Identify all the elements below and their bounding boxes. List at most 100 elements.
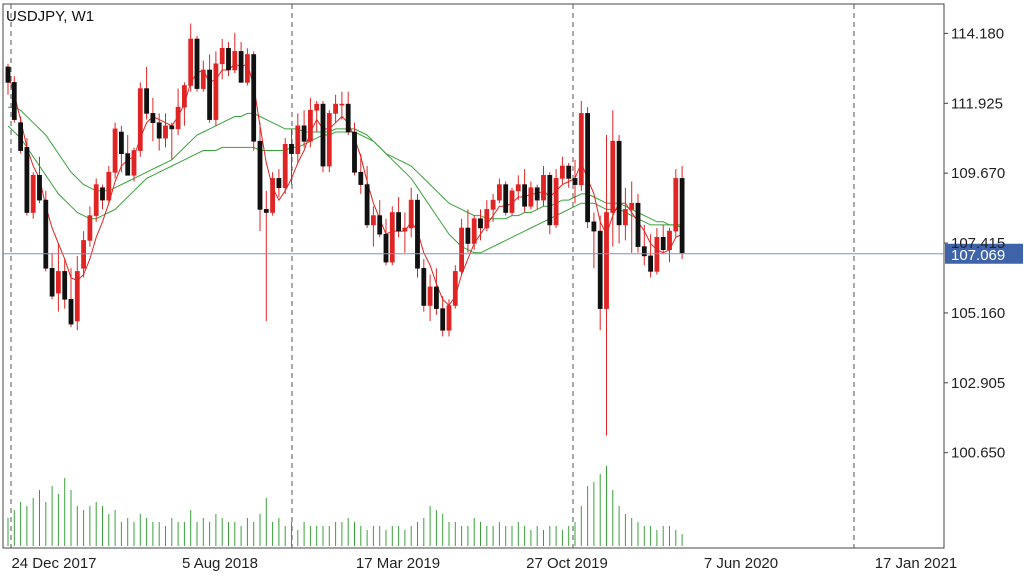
candle-body-up bbox=[673, 178, 679, 232]
candle-body-down bbox=[194, 38, 200, 89]
candle bbox=[629, 181, 635, 253]
candle-body-up bbox=[629, 202, 635, 210]
current-price-layer: 107.069 bbox=[3, 243, 1023, 264]
candle bbox=[679, 166, 685, 259]
candle bbox=[100, 184, 105, 210]
candle bbox=[402, 212, 408, 253]
candle bbox=[597, 215, 603, 331]
candle bbox=[55, 243, 61, 312]
candle bbox=[496, 178, 502, 204]
candle bbox=[383, 218, 389, 266]
candle-body-up bbox=[370, 215, 376, 226]
candle-body-up bbox=[553, 178, 559, 226]
candle-body-down bbox=[591, 221, 597, 232]
candle-body-up bbox=[427, 286, 433, 306]
moving-average-slow-2 bbox=[7, 125, 683, 254]
candle-body-down bbox=[421, 267, 427, 306]
candle bbox=[547, 172, 553, 235]
candle-body-down bbox=[169, 125, 175, 130]
candle bbox=[207, 54, 212, 123]
candle bbox=[175, 88, 181, 136]
candle bbox=[572, 159, 578, 204]
candle bbox=[389, 206, 395, 266]
candle bbox=[484, 200, 490, 232]
time-tick-label: 27 Oct 2019 bbox=[526, 555, 608, 572]
candle-body-up bbox=[295, 125, 301, 155]
candle bbox=[578, 100, 584, 191]
price-axis[interactable]: 114.180 111.925 109.670 107.415 105.160 102.9… bbox=[944, 25, 1005, 462]
candle-body-up bbox=[112, 128, 118, 173]
candle-body-down bbox=[635, 202, 641, 247]
candle bbox=[150, 97, 156, 142]
candle bbox=[30, 172, 36, 219]
candle bbox=[307, 97, 313, 148]
candle bbox=[471, 215, 477, 250]
candle bbox=[5, 63, 11, 95]
candle-body-down bbox=[62, 271, 68, 300]
candle bbox=[333, 94, 338, 123]
candle-body-up bbox=[654, 237, 660, 272]
candle-body-up bbox=[578, 113, 584, 186]
candle bbox=[24, 138, 30, 216]
candle-body-down bbox=[49, 267, 55, 297]
candle-body-down bbox=[100, 187, 105, 201]
candle bbox=[421, 259, 427, 312]
candle-body-down bbox=[383, 233, 389, 263]
time-axis[interactable]: 24 Dec 2017 5 Aug 2018 17 Mar 2019 27 Oct 2… bbox=[11, 555, 957, 572]
candle bbox=[276, 169, 282, 198]
candle-body-down bbox=[320, 103, 326, 167]
candle bbox=[119, 125, 124, 173]
time-tick-label: 5 Aug 2018 bbox=[182, 555, 258, 572]
candle-body-up bbox=[245, 54, 250, 83]
candle bbox=[616, 135, 622, 244]
candle bbox=[62, 259, 68, 309]
candle-body-down bbox=[641, 246, 647, 257]
candle bbox=[289, 128, 294, 185]
candle-body-down bbox=[566, 165, 572, 179]
candle bbox=[326, 110, 332, 173]
candle-body-down bbox=[465, 227, 471, 244]
candle-body-down bbox=[226, 47, 231, 71]
candle-body-up bbox=[515, 184, 521, 192]
candle-body-down bbox=[276, 178, 282, 188]
candle bbox=[314, 100, 320, 132]
candle-body-down bbox=[207, 69, 212, 120]
candle bbox=[635, 193, 641, 253]
candle-body-down bbox=[11, 82, 17, 120]
candle-body-up bbox=[270, 178, 275, 213]
candle-body-up bbox=[326, 113, 332, 167]
candle-body-up bbox=[55, 271, 61, 294]
candle bbox=[301, 110, 307, 148]
time-tick-label: 7 Jun 2020 bbox=[704, 555, 778, 572]
plot-frame bbox=[2, 3, 945, 549]
current-price-label: 107.069 bbox=[945, 243, 1023, 264]
candle bbox=[245, 48, 250, 86]
candle bbox=[226, 42, 231, 77]
candle bbox=[339, 91, 345, 120]
candle bbox=[654, 228, 660, 275]
candle bbox=[478, 209, 483, 241]
price-tick-label: 100.650 bbox=[951, 445, 1005, 462]
candle bbox=[427, 274, 433, 321]
candle-body-up bbox=[604, 212, 609, 309]
candle-body-up bbox=[200, 69, 206, 89]
candle-body-down bbox=[352, 131, 357, 173]
price-tick-label: 107.415 bbox=[951, 235, 1005, 252]
candle bbox=[667, 228, 672, 263]
candle bbox=[370, 206, 376, 247]
moving-average-slow-1 bbox=[8, 106, 683, 229]
candle-body-up bbox=[74, 271, 80, 322]
candle bbox=[156, 113, 162, 151]
candle-body-up bbox=[541, 175, 546, 201]
candle bbox=[515, 175, 521, 201]
candle-body-up bbox=[282, 144, 288, 189]
candle-body-down bbox=[585, 113, 590, 223]
candle bbox=[503, 181, 509, 216]
candle bbox=[68, 268, 74, 328]
candle-body-down bbox=[289, 144, 294, 154]
candle-body-down bbox=[358, 171, 364, 185]
candle bbox=[219, 38, 225, 80]
candle-body-up bbox=[232, 51, 238, 71]
